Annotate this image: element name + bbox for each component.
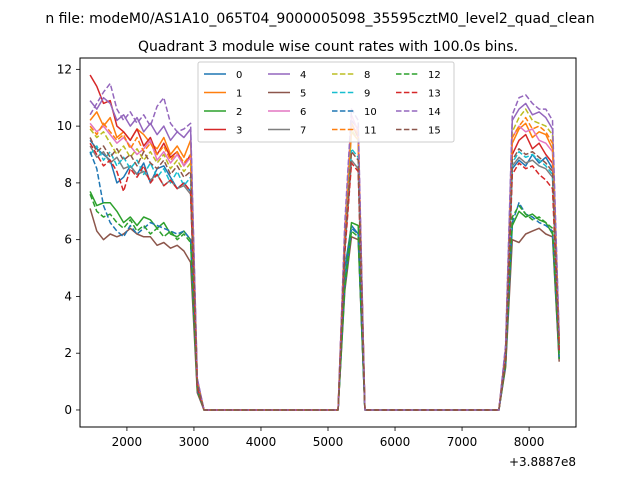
series-line-9: [89, 145, 560, 411]
legend-label-9: 9: [364, 89, 370, 100]
series-line-11: [89, 116, 560, 411]
y-tick-label: 4: [64, 289, 72, 303]
series-line-10: [89, 151, 560, 411]
chart-title: Quadrant 3 module wise count rates with …: [138, 39, 518, 55]
x-tick-label: 4000: [246, 435, 277, 449]
legend-label-2: 2: [236, 107, 242, 118]
y-tick-label: 0: [64, 403, 72, 417]
series-line-14: [89, 82, 560, 411]
x-tick-label: 6000: [380, 435, 411, 449]
legend-frame: [197, 61, 455, 143]
series-line-2: [89, 191, 560, 411]
y-axis: 0 2 4 6 8 10 12: [57, 62, 80, 417]
x-tick-label: 8000: [514, 435, 545, 449]
series-line-15: [89, 137, 560, 411]
y-tick-label: 10: [57, 119, 72, 133]
legend-label-1: 1: [236, 89, 242, 100]
legend-label-7: 7: [300, 126, 306, 137]
legend-label-5: 5: [300, 89, 306, 100]
series-line-7: [89, 145, 560, 411]
legend-label-3: 3: [236, 126, 242, 137]
series-line-5: [89, 208, 560, 411]
figure-suptitle: n file: modeM0/AS1A10_065T04_9000005098_…: [45, 11, 594, 27]
legend-label-14: 14: [428, 107, 441, 118]
y-tick-label: 6: [64, 233, 72, 247]
x-offset-label: +3.8887e8: [509, 455, 576, 469]
legend-label-13: 13: [428, 89, 441, 100]
legend-label-11: 11: [364, 126, 377, 137]
x-axis: 2000 3000 4000 5000 6000 7000 8000: [112, 427, 545, 449]
y-tick-label: 8: [64, 176, 72, 190]
y-tick-label: 2: [64, 346, 72, 360]
legend-label-8: 8: [364, 70, 370, 81]
legend-label-12: 12: [428, 70, 441, 81]
x-tick-label: 7000: [447, 435, 478, 449]
x-tick-label: 3000: [179, 435, 210, 449]
series-line-13: [89, 142, 560, 411]
y-tick-label: 12: [57, 62, 72, 76]
series-line-8: [89, 108, 560, 411]
legend-label-10: 10: [364, 107, 377, 118]
legend-label-0: 0: [236, 70, 242, 81]
x-tick-label: 5000: [313, 435, 344, 449]
legend-label-6: 6: [300, 107, 306, 118]
plot-lines: [89, 74, 560, 411]
legend-label-15: 15: [428, 126, 441, 137]
legend-label-4: 4: [300, 70, 306, 81]
x-tick-label: 2000: [112, 435, 143, 449]
